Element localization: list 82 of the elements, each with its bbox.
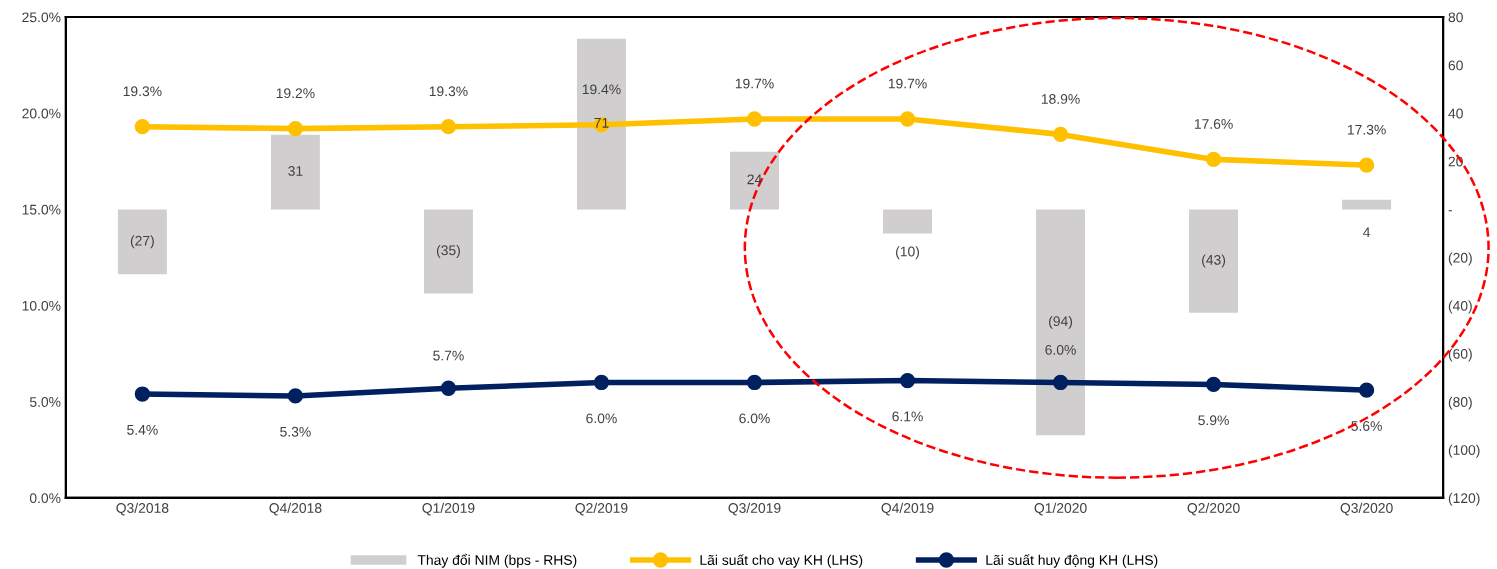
point bbox=[287, 120, 304, 137]
y2-tick-label: - bbox=[1448, 210, 1452, 212]
point bbox=[1205, 151, 1222, 168]
point bbox=[1052, 126, 1069, 143]
point bbox=[746, 111, 763, 127]
point bbox=[899, 111, 916, 127]
bar bbox=[270, 134, 320, 210]
data-label: 5.7% bbox=[433, 350, 464, 361]
x-tick-label: Q2/2019 bbox=[575, 502, 628, 516]
data-label: (10) bbox=[896, 246, 919, 260]
point bbox=[287, 388, 304, 404]
y-tick-label: 25.0% bbox=[22, 12, 61, 23]
data-label: 31 bbox=[288, 166, 303, 176]
point bbox=[134, 119, 151, 135]
point bbox=[1358, 382, 1375, 398]
point bbox=[899, 372, 916, 389]
data-label: (27) bbox=[130, 235, 154, 249]
point bbox=[1358, 157, 1375, 173]
x-tick-label: Q3/2018 bbox=[116, 502, 169, 516]
bar bbox=[883, 209, 932, 234]
data-label: 5.3% bbox=[280, 426, 311, 437]
data-label: 19.7% bbox=[735, 78, 774, 89]
y-tick-label: 15.0% bbox=[22, 204, 61, 215]
data-label: 5.6% bbox=[1351, 421, 1382, 431]
y2-tick-label: (40) bbox=[1448, 300, 1472, 314]
data-label: 5.9% bbox=[1198, 415, 1229, 426]
x-tick-label: Q1/2019 bbox=[422, 502, 475, 516]
y2-tick-label: 40 bbox=[1448, 108, 1463, 119]
data-label: 19.4% bbox=[582, 84, 621, 95]
bar bbox=[117, 209, 167, 275]
bar bbox=[576, 38, 626, 210]
x-tick-label: Q3/2020 bbox=[1340, 502, 1393, 516]
x-tick-label: Q4/2019 bbox=[881, 502, 934, 516]
point bbox=[440, 119, 457, 135]
data-label: 18.9% bbox=[1041, 94, 1080, 104]
data-label: 6.1% bbox=[892, 411, 923, 422]
y2-tick-label: (100) bbox=[1448, 444, 1480, 458]
point bbox=[1205, 376, 1222, 393]
y2-tick-label: (80) bbox=[1448, 396, 1472, 410]
y-tick-label: 20.0% bbox=[22, 108, 61, 119]
data-label: 5.4% bbox=[127, 425, 158, 435]
data-label: 6.0% bbox=[586, 413, 617, 424]
y-tick-label: 0.0% bbox=[29, 493, 61, 504]
data-label: 6.0% bbox=[1045, 344, 1076, 355]
point bbox=[134, 386, 151, 402]
y2-tick-label: (20) bbox=[1448, 252, 1472, 266]
data-label: 6.0% bbox=[739, 413, 770, 424]
data-label: (43) bbox=[1202, 254, 1226, 268]
data-label: 4 bbox=[1363, 227, 1371, 238]
legend-label: Thay đổi NIM (bps - RHS) bbox=[417, 553, 577, 568]
bar bbox=[1342, 199, 1392, 210]
point bbox=[593, 374, 610, 391]
data-label: (35) bbox=[436, 244, 460, 258]
bar bbox=[1189, 209, 1239, 313]
data-label: 17.6% bbox=[1194, 119, 1233, 129]
data-label: 19.3% bbox=[123, 86, 162, 97]
x-tick-label: Q3/2019 bbox=[728, 502, 781, 516]
bar bbox=[1036, 209, 1086, 436]
point bbox=[746, 374, 763, 391]
x-tick-label: Q4/2018 bbox=[269, 502, 322, 516]
y2-tick-label: 60 bbox=[1448, 60, 1463, 71]
bar bbox=[730, 151, 779, 210]
data-label: (94) bbox=[1049, 315, 1073, 329]
y-tick-label: 10.0% bbox=[22, 300, 61, 311]
y2-tick-label: (120) bbox=[1448, 492, 1480, 506]
data-label: 19.3% bbox=[429, 86, 468, 97]
y2-tick-label: (60) bbox=[1448, 348, 1472, 362]
data-label: 24 bbox=[747, 174, 762, 185]
data-label: 71 bbox=[594, 118, 609, 128]
x-tick-label: Q1/2020 bbox=[1034, 502, 1087, 516]
data-label: 19.7% bbox=[888, 78, 927, 89]
legend-label: Lãi suất huy động KH (LHS) bbox=[986, 554, 1158, 568]
x-tick-label: Q2/2020 bbox=[1187, 502, 1240, 516]
point bbox=[440, 380, 457, 396]
bar bbox=[423, 209, 473, 294]
point bbox=[1052, 374, 1069, 391]
y2-tick-label: 20 bbox=[1448, 156, 1463, 167]
data-label: 17.3% bbox=[1347, 124, 1386, 135]
y-tick-label: 5.0% bbox=[29, 397, 61, 407]
y2-tick-label: 80 bbox=[1448, 12, 1463, 23]
data-label: 19.2% bbox=[276, 88, 315, 99]
legend-label: Lãi suất cho vay KH (LHS) bbox=[700, 554, 863, 568]
